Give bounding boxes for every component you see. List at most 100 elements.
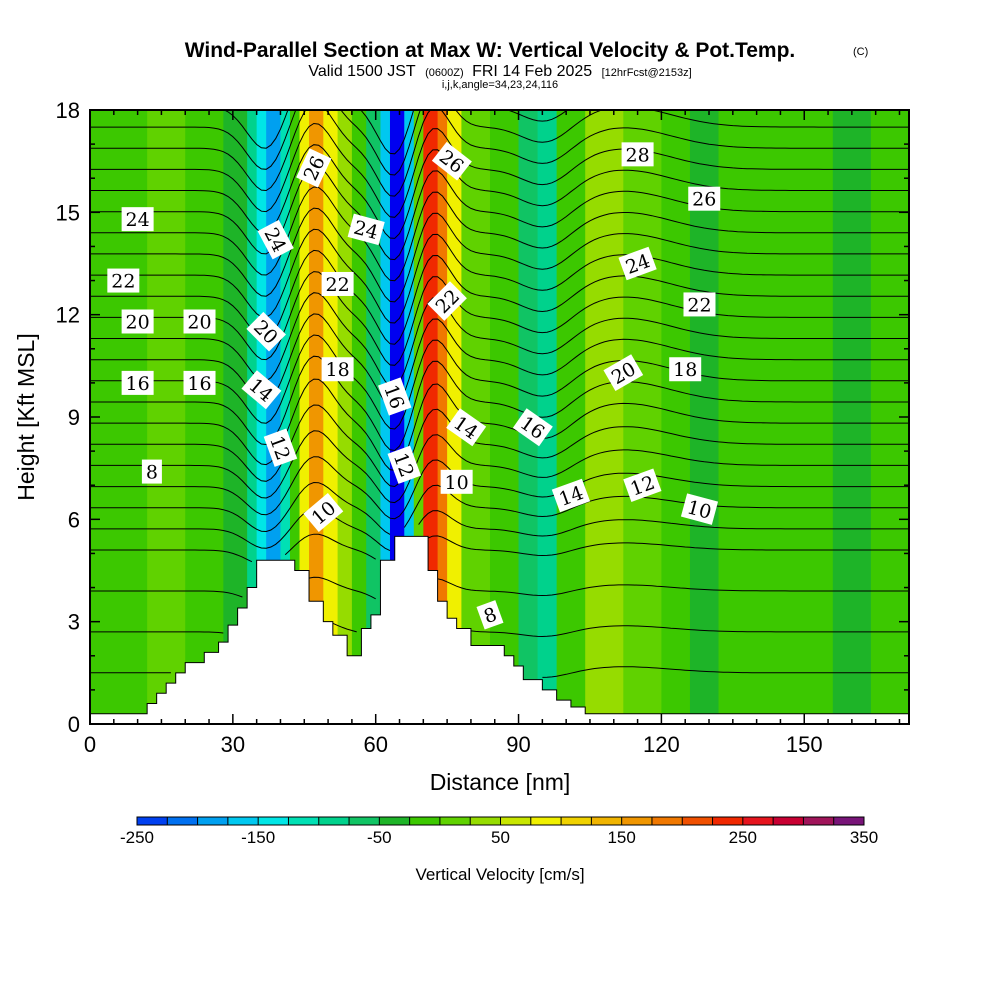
colorbar-tick-label: 350 <box>850 828 878 847</box>
velocity-band <box>366 110 382 724</box>
contour-label: 20 <box>121 309 154 334</box>
colorbar-swatch <box>349 817 380 825</box>
colorbar-swatch <box>651 817 683 825</box>
contour-label: 18 <box>321 357 354 382</box>
isentrope-line <box>90 481 391 535</box>
y-tick-label: 0 <box>68 712 80 737</box>
y-tick-label: 12 <box>56 303 80 328</box>
contour-label-text: 20 <box>126 311 150 333</box>
velocity-band <box>413 110 424 724</box>
velocity-band <box>794 110 834 724</box>
chart-title: Wind-Parallel Section at Max W: Vertical… <box>185 39 796 62</box>
colorbar-swatch <box>500 817 532 825</box>
isentrope-line <box>90 186 909 282</box>
contour-label: 26 <box>688 186 721 211</box>
isentrope-line <box>90 631 224 634</box>
contour-label: 16 <box>183 370 216 395</box>
velocity-band <box>337 110 353 724</box>
contour-label-box <box>551 478 591 513</box>
contour-label: 10 <box>303 493 344 532</box>
forecast-info: [12hrFcst@2153z] <box>602 67 692 79</box>
contour-label-box <box>387 445 422 484</box>
contour-label: 8 <box>141 459 162 484</box>
colorbar-swatch <box>227 817 259 825</box>
x-tick-label: 90 <box>506 732 530 757</box>
contour-label-box <box>121 207 154 232</box>
x-axis: 0 30 60 90 120 150 <box>84 110 901 757</box>
y-axis-label: Height [Kft MSL] <box>13 333 39 500</box>
velocity-band <box>404 110 415 724</box>
isentrope-line <box>223 110 289 149</box>
contour-label-box <box>683 292 716 317</box>
velocity-band <box>623 110 662 724</box>
isentrope-line <box>90 507 391 552</box>
colorbar-swatch <box>379 817 411 825</box>
isentrope-line <box>360 110 415 155</box>
colorbar-swatch <box>288 817 320 825</box>
velocity-band <box>280 110 291 724</box>
contour-label-box <box>141 459 162 484</box>
isentrope-line <box>455 110 909 143</box>
contour-label-text: 20 <box>187 311 211 333</box>
x-tick-label: 120 <box>643 732 680 757</box>
contour-label: 10 <box>440 469 473 494</box>
isentrope-line <box>90 456 909 520</box>
velocity-band <box>289 110 301 724</box>
colorbar-swatch <box>591 817 623 825</box>
contour-label: 22 <box>683 292 716 317</box>
contour-label: 24 <box>618 246 657 281</box>
contour-label-text: 10 <box>445 472 469 494</box>
potential-temperature-contours <box>90 110 909 678</box>
contour-label-text: 26 <box>692 189 716 211</box>
contour-label-box <box>440 469 473 494</box>
contour-label-text: 16 <box>126 373 150 395</box>
contour-label-box <box>121 309 154 334</box>
contour-label: 26 <box>296 148 332 188</box>
chart-subtitle: Valid 1500 JST (0600Z) FRI 14 Feb 2025 [… <box>308 63 691 80</box>
colorbar-swatch <box>833 817 865 825</box>
contour-label: 12 <box>263 428 298 467</box>
colorbar-swatch <box>137 817 168 825</box>
contour-label-box <box>263 428 298 467</box>
isentrope-line <box>90 110 909 197</box>
y-tick-label: 3 <box>68 610 80 635</box>
contour-label-text: 18 <box>673 359 697 381</box>
contour-label-box <box>121 370 154 395</box>
contour-label-box <box>476 600 504 630</box>
contour-label: 24 <box>121 207 154 232</box>
isentrope-line <box>308 576 376 600</box>
isentrope-line <box>470 625 909 638</box>
y-tick-label: 9 <box>68 405 80 430</box>
contour-label-box <box>321 271 354 296</box>
contour-label-text: 16 <box>187 373 211 395</box>
contour-label: 20 <box>183 309 216 334</box>
velocity-band <box>299 110 310 724</box>
velocity-band <box>247 110 258 724</box>
velocity-band <box>437 110 448 724</box>
colorbar-swatch <box>167 817 199 825</box>
colorbar-swatch <box>742 817 774 825</box>
colorbar-tick-label: 250 <box>729 828 757 847</box>
colorbar-tick-label: 50 <box>491 828 510 847</box>
y-tick-label: 18 <box>56 98 80 123</box>
colorbar-swatch <box>712 817 744 825</box>
contour-label: 28 <box>621 142 654 167</box>
isentrope-line <box>90 144 909 239</box>
isentrope-line <box>90 207 909 303</box>
colorbar-swatch <box>439 817 471 825</box>
contour-label-text: 8 <box>146 462 158 484</box>
velocity-band <box>351 110 367 724</box>
isentrope-line <box>90 228 909 324</box>
x-tick-label: 30 <box>221 732 245 757</box>
contour-label-box <box>618 246 657 281</box>
contour-label: 22 <box>321 271 354 296</box>
isentrope-line <box>437 578 909 597</box>
velocity-band <box>832 110 872 724</box>
isentrope-line <box>90 249 909 345</box>
isentrope-line <box>90 165 909 261</box>
contour-label-text: 24 <box>126 209 150 231</box>
velocity-band <box>718 110 767 724</box>
colorbar-tick-label: -250 <box>120 828 154 847</box>
colorbar-swatch <box>561 817 592 825</box>
